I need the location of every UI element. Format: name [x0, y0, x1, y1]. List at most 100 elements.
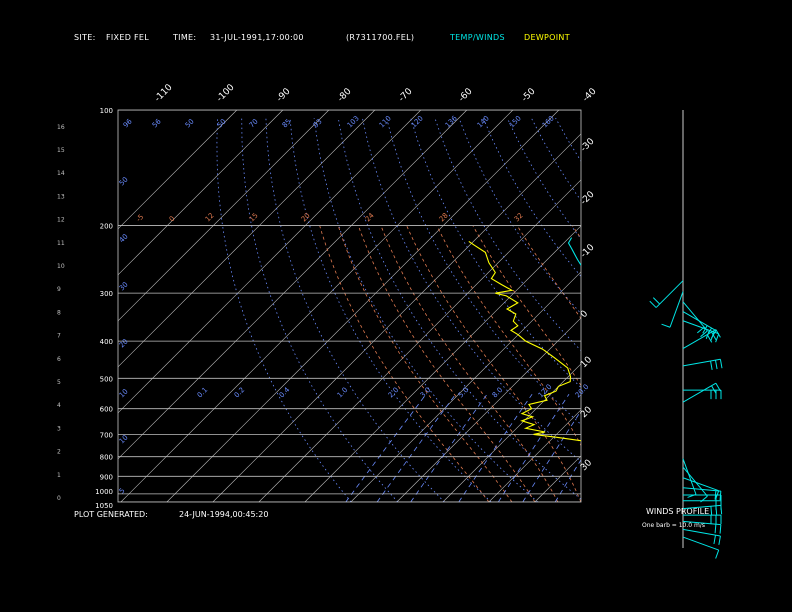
theta-label: 96 [122, 117, 134, 129]
site-label: SITE: [74, 33, 96, 42]
pressure-label: 600 [100, 406, 113, 414]
site-value: FIXED FEL [106, 33, 150, 42]
theta-left-label: 40 [118, 232, 130, 244]
wind-barb-feather [702, 325, 708, 334]
wind-barb-feather [661, 323, 671, 328]
height-label: 14 [57, 170, 65, 177]
wind-barb-feather [652, 297, 661, 305]
dry-adiabat [362, 118, 581, 463]
wind-barb [682, 487, 721, 492]
isotherm [719, 110, 792, 502]
mixing-ratio-label: 0.1 [196, 386, 210, 400]
isotherm-label-right: -20 [579, 189, 597, 207]
isotherm [118, 110, 422, 414]
height-label: 15 [57, 147, 65, 154]
wind-barb-feather [714, 524, 717, 534]
height-label: 13 [57, 193, 65, 200]
isotherm-label-top: -70 [397, 86, 415, 104]
isotherm [396, 317, 581, 502]
theta-left-label: 30 [118, 280, 130, 292]
mixing-ratio-line [522, 410, 581, 502]
time-label: TIME: [173, 33, 197, 42]
pressure-label: 1000 [95, 488, 113, 496]
dry-adiabat [386, 117, 581, 425]
winds-profile-title: WINDS PROFILE [646, 507, 710, 516]
wind-barb-feather [715, 549, 720, 559]
chart-lines [118, 110, 792, 502]
theta-left-label: 10 [118, 433, 130, 445]
theta-label: 85 [281, 117, 293, 129]
moist-label: 0 [168, 215, 177, 224]
isotherm [534, 455, 581, 502]
mixing-ratio-line [458, 393, 533, 502]
moist-adiabat [380, 225, 559, 502]
wind-barb [682, 466, 708, 497]
mixing-ratio-label: 20.0 [574, 383, 591, 400]
wind-barb [682, 358, 721, 367]
isotherm-label-right: 0 [579, 309, 590, 320]
plot-generated-label: PLOT GENERATED: [74, 510, 148, 519]
mixing-ratio-label: 2.0 [387, 386, 401, 400]
wind-barb-feather [719, 359, 723, 369]
isotherm [350, 271, 581, 502]
theta-left-label: 50 [118, 175, 130, 187]
profiles [468, 237, 581, 442]
isotherm [212, 133, 581, 502]
moist-label: -5 [135, 213, 146, 224]
isotherm-label-top: -80 [336, 86, 354, 104]
dry-adiabat [773, 118, 792, 502]
moist-adiabat [357, 225, 536, 502]
mixing-ratio-line [652, 394, 712, 502]
wind-barb-feather [715, 360, 718, 370]
theta-label: 70 [248, 117, 260, 129]
moist-adiabat [337, 225, 513, 502]
theta-left-label: 10 [118, 387, 130, 399]
mixing-ratio-line [345, 393, 427, 502]
wind-barb-feather [720, 505, 723, 515]
wind-barb [682, 301, 708, 332]
mixing-ratio-label: 5.0 [457, 386, 471, 400]
dry-adiabat [216, 118, 352, 502]
file-name: (R7311700.FEL) [346, 33, 415, 42]
dry-adiabat [313, 118, 539, 502]
dry-adiabat [506, 117, 581, 240]
wind-barb-feather [715, 333, 720, 343]
height-label: 10 [57, 263, 65, 270]
wind-barb [669, 291, 684, 328]
dry-adiabat [579, 117, 581, 122]
wind-barb [682, 329, 717, 350]
pressure-label: 300 [100, 290, 113, 298]
dry-adiabat [410, 117, 581, 389]
pressure-label: 1050 [95, 502, 113, 510]
height-label: 9 [57, 286, 61, 293]
wind-barb [682, 528, 721, 537]
barb-note: One barb = 10.0 m/s [642, 522, 705, 529]
dry-adiabat [676, 118, 792, 502]
isotherm-label-top: -100 [215, 82, 237, 104]
height-label: 2 [57, 449, 61, 456]
height-label: 8 [57, 309, 61, 316]
wind-barb [682, 520, 721, 526]
isotherm [304, 225, 581, 502]
theta-label: 50 [184, 117, 196, 129]
moist-label: 32 [513, 211, 525, 223]
height-label: 16 [57, 124, 65, 131]
theta-label: 56 [151, 117, 163, 129]
dry-adiabat [531, 117, 581, 202]
height-label: 6 [57, 356, 61, 363]
dry-adiabat [482, 117, 581, 278]
theta-label: 150 [508, 114, 523, 129]
dry-adiabat [749, 118, 792, 502]
pressure-label: 500 [100, 375, 113, 383]
isotherm [258, 179, 581, 502]
isotherm [765, 110, 792, 502]
height-label: 0 [57, 495, 61, 502]
mixing-ratio-line [615, 394, 678, 502]
moist-label: 15 [248, 211, 260, 223]
wind-barb-feather [700, 330, 708, 338]
isotherm [118, 110, 330, 322]
isotherm [118, 110, 376, 368]
time-value: 31-JUL-1991,17:00:00 [210, 33, 304, 42]
height-label: 5 [57, 379, 61, 386]
